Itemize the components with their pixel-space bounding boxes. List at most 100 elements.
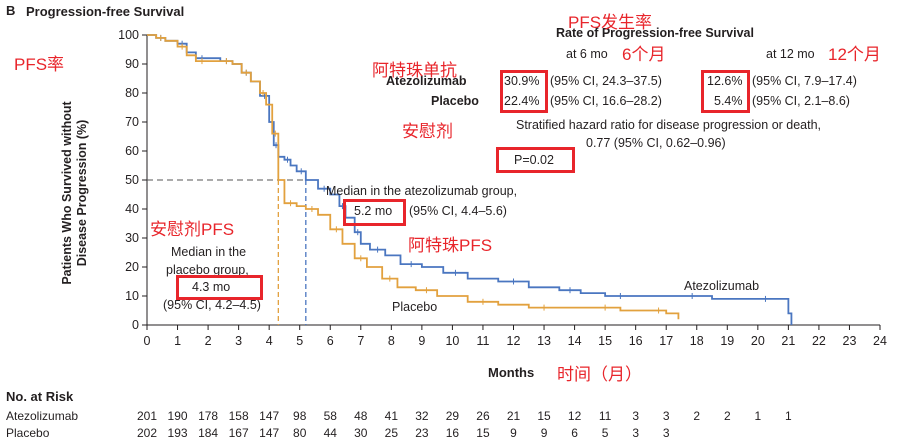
- curve-label-placebo: Placebo: [392, 300, 438, 314]
- x-tick-label: 23: [843, 334, 857, 348]
- placebo-12mo-rate: 5.4%: [714, 94, 743, 108]
- x-tick-label: 9: [418, 334, 425, 348]
- note-pfs-rate: PFS率: [14, 55, 65, 74]
- highlight-box-atezo-median: [343, 199, 406, 226]
- note-atezolizumab: 阿特珠单抗: [372, 61, 457, 80]
- risk-value: 44: [323, 426, 337, 440]
- x-tick-label: 18: [690, 334, 704, 348]
- median-placebo-line2: placebo group,: [166, 263, 249, 277]
- risk-value: 3: [662, 426, 670, 440]
- p-value: P=0.02: [514, 153, 554, 167]
- risk-value: 190: [167, 409, 188, 423]
- curve-label-atezolizumab: Atezolizumab: [684, 279, 760, 293]
- risk-value: 9: [540, 426, 548, 440]
- x-tick-label: 6: [327, 334, 334, 348]
- risk-value: 5: [601, 426, 609, 440]
- risk-value: 184: [198, 426, 219, 440]
- atezo-12mo-ci: (95% CI, 7.9–17.4): [752, 74, 857, 88]
- x-tick-label: 21: [781, 334, 795, 348]
- y-axis-label-line1: Patients Who Survived without: [60, 101, 74, 285]
- highlight-box-6mo-rates: [500, 70, 548, 113]
- placebo-6mo-rate: 22.4%: [504, 94, 540, 108]
- panel-title: Progression-free Survival: [26, 4, 185, 19]
- note-time-months: 时间（月）: [557, 365, 642, 384]
- risk-table-header: No. at Risk: [6, 389, 74, 404]
- median-atezo-text: Median in the atezolizumab group,: [326, 184, 518, 198]
- placebo-12mo-ci: (95% CI, 2.1–8.6): [752, 94, 850, 108]
- x-tick-label: 24: [873, 334, 887, 348]
- risk-value: 9: [510, 426, 517, 440]
- median-placebo-ci: (95% CI, 4.2–4.5): [163, 298, 261, 312]
- x-tick-label: 8: [388, 334, 395, 348]
- x-axis-label: Months: [488, 365, 535, 380]
- risk-value: 201: [136, 409, 158, 423]
- risk-value: 202: [136, 426, 158, 440]
- median-placebo-line1: Median in the: [171, 245, 247, 259]
- y-tick-label: 80: [125, 86, 139, 100]
- y-tick-label: 30: [125, 231, 139, 245]
- risk-value: 11: [598, 409, 612, 423]
- panel-letter: B: [6, 3, 16, 18]
- risk-value: 32: [415, 409, 429, 423]
- x-tick-label: 20: [751, 334, 765, 348]
- y-tick-label: 20: [125, 260, 139, 274]
- risk-value: 167: [228, 426, 249, 440]
- risk-value: 147: [259, 409, 280, 423]
- highlight-box-p-value: [496, 147, 575, 173]
- risk-value: 15: [537, 409, 551, 423]
- note-placebo-pfs: 安慰剂PFS: [150, 220, 235, 239]
- hazard-ratio-line2: 0.77 (95% CI, 0.62–0.96): [586, 136, 726, 150]
- risk-value: 15: [476, 426, 490, 440]
- atezo-12mo-rate: 12.6%: [707, 74, 743, 88]
- risk-value: 158: [228, 409, 249, 423]
- note-placebo: 安慰剂: [402, 122, 453, 141]
- note-atezo-pfs: 阿特珠PFS: [408, 236, 493, 255]
- risk-value: 147: [259, 426, 280, 440]
- hazard-ratio-line1: Stratified hazard ratio for disease prog…: [516, 118, 822, 132]
- risk-row-label-placebo: Placebo: [6, 426, 50, 440]
- x-tick-label: 10: [445, 334, 459, 348]
- x-tick-label: 5: [296, 334, 303, 348]
- y-tick-label: 100: [118, 28, 139, 42]
- risk-value: 193: [167, 426, 188, 440]
- x-tick-label: 22: [812, 334, 826, 348]
- risk-value: 6: [571, 426, 578, 440]
- atezo-6mo-ci: (95% CI, 24.3–37.5): [550, 74, 662, 88]
- y-tick-label: 10: [125, 289, 139, 303]
- rate-title: Rate of Progression-free Survival: [556, 26, 754, 40]
- x-tick-label: 3: [235, 334, 242, 348]
- rate-at-12mo: at 12 mo: [766, 47, 815, 61]
- median-placebo-value: 4.3 mo: [192, 280, 231, 294]
- y-axis-label-line2: Disease Progression (%): [75, 119, 89, 267]
- risk-value: 1: [754, 409, 762, 423]
- x-tick-label: 7: [357, 334, 364, 348]
- risk-value: 48: [354, 409, 368, 423]
- x-tick-label: 2: [205, 334, 212, 348]
- risk-value: 80: [293, 426, 307, 440]
- note-6-months: 6个月: [622, 45, 666, 64]
- risk-row-label-atezolizumab: Atezolizumab: [6, 409, 79, 423]
- x-tick-label: 17: [659, 334, 673, 348]
- risk-value: 21: [506, 409, 521, 423]
- note-12-months: 12个月: [828, 45, 881, 64]
- risk-value: 41: [384, 409, 399, 423]
- risk-value: 16: [445, 426, 460, 440]
- risk-value: 29: [445, 409, 460, 423]
- highlight-box-placebo-median: [176, 275, 263, 300]
- median-atezo-value: 5.2 mo: [354, 204, 393, 218]
- y-tick-label: 90: [125, 57, 139, 71]
- rate-at-6mo: at 6 mo: [566, 47, 608, 61]
- x-tick-label: 0: [144, 334, 151, 348]
- placebo-6mo-ci: (95% CI, 16.6–28.2): [550, 94, 662, 108]
- atezo-6mo-rate: 30.9%: [504, 74, 540, 88]
- risk-value: 178: [198, 409, 219, 423]
- x-tick-label: 14: [568, 334, 582, 348]
- risk-value: 12: [567, 409, 582, 423]
- risk-value: 3: [632, 409, 639, 423]
- y-axis-label: Patients Who Survived without Disease Pr…: [60, 78, 90, 308]
- series-layer: [147, 34, 793, 325]
- x-tick-label: 11: [476, 334, 489, 348]
- x-tick-label: 19: [720, 334, 734, 348]
- x-tick-label: 12: [507, 334, 521, 348]
